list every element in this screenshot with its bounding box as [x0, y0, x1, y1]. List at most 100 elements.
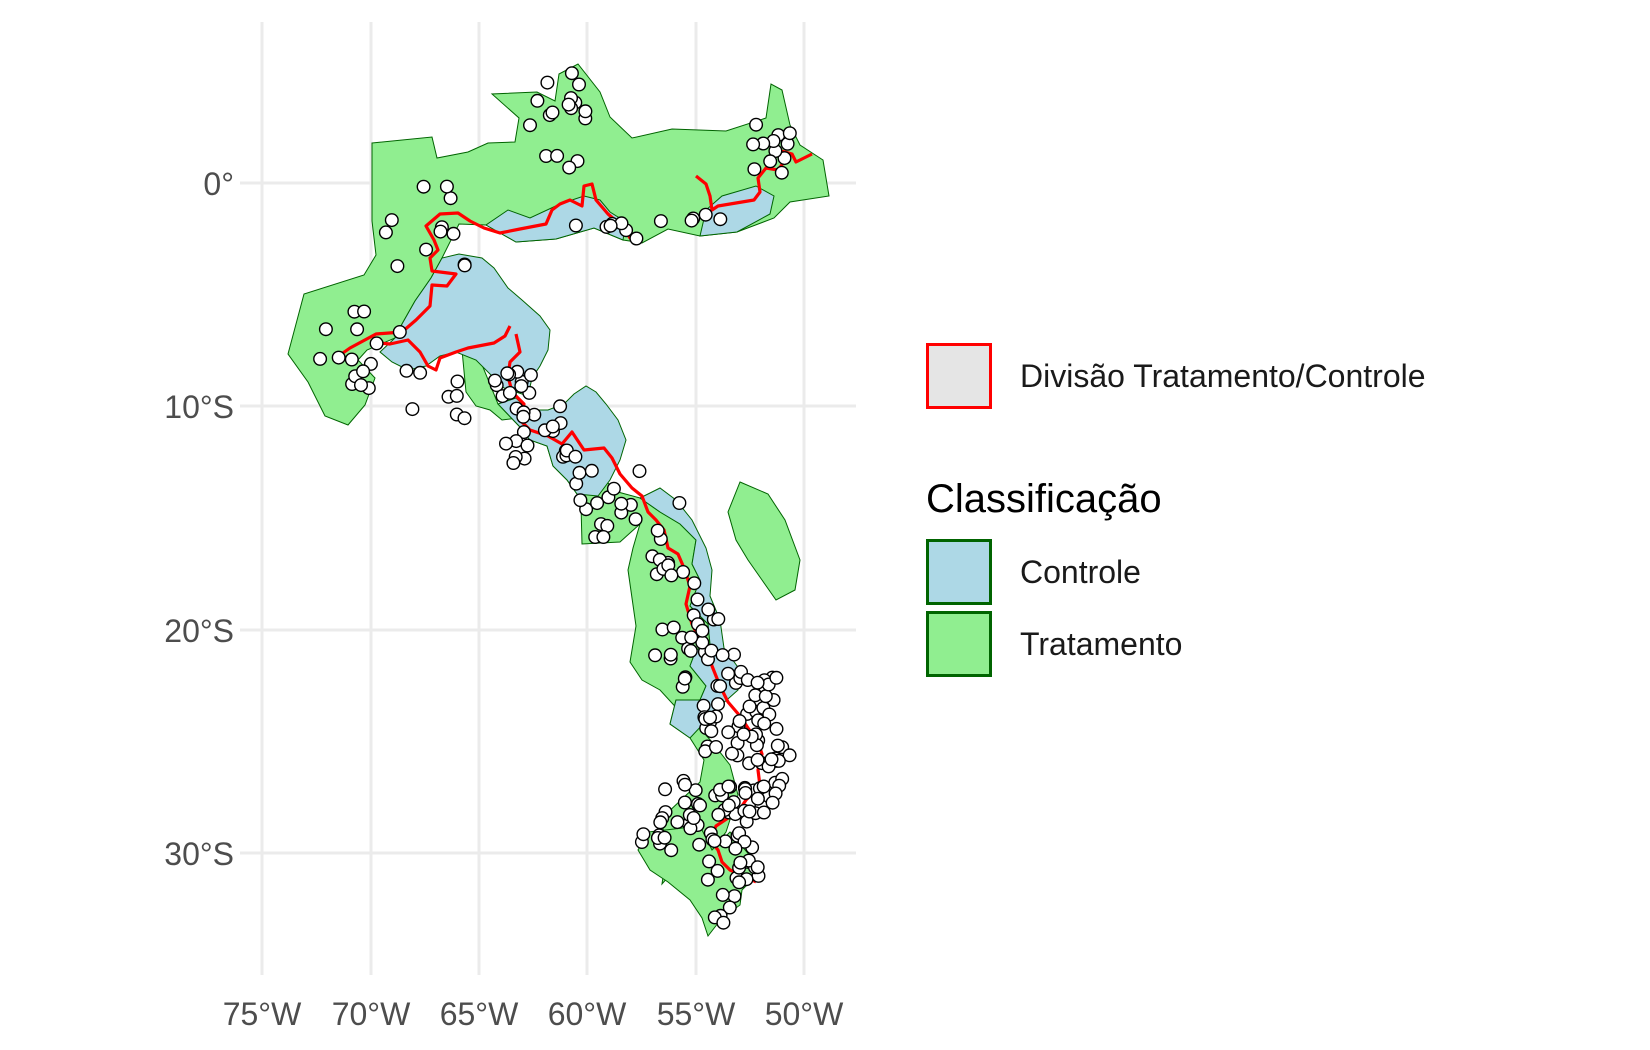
observation-point	[721, 666, 736, 681]
legend-key-division	[926, 343, 992, 409]
observation-point	[653, 815, 668, 830]
observation-point	[703, 710, 718, 725]
observation-point	[516, 425, 531, 440]
observation-point	[439, 179, 454, 194]
y-tick-label: 0°	[203, 166, 234, 202]
observation-point	[357, 304, 372, 319]
observation-point	[742, 804, 757, 819]
observation-point	[764, 752, 779, 767]
observation-point	[596, 530, 611, 545]
observation-point	[550, 148, 565, 163]
observation-point	[715, 887, 730, 902]
observation-point	[738, 786, 753, 801]
observation-point	[331, 350, 346, 365]
observation-point	[696, 698, 711, 713]
observation-point	[721, 798, 736, 813]
observation-point	[672, 496, 687, 511]
observation-point	[413, 365, 428, 380]
observation-point	[670, 815, 685, 830]
observation-point	[500, 366, 515, 381]
observation-point	[545, 419, 560, 434]
observation-point	[721, 725, 736, 740]
observation-point	[710, 863, 725, 878]
observation-point	[769, 670, 784, 685]
observation-point	[318, 322, 333, 337]
y-tick-label: 30°S	[164, 836, 234, 872]
observation-point	[683, 643, 698, 658]
legend-label-tratamento: Tratamento	[1020, 625, 1183, 662]
observation-point	[716, 915, 731, 930]
observation-point	[721, 779, 736, 794]
observation-point	[664, 843, 679, 858]
observation-point	[356, 364, 371, 379]
observation-point	[540, 75, 555, 90]
observation-point	[443, 191, 458, 206]
observation-point	[770, 738, 785, 753]
x-tick-label: 75°W	[223, 996, 302, 1032]
observation-point	[701, 602, 716, 617]
observation-point	[562, 160, 577, 175]
observation-point	[732, 714, 747, 729]
legend-item-division: Divisão Tratamento/Controle	[926, 340, 1626, 412]
observation-point	[686, 811, 701, 826]
observation-point	[711, 807, 726, 822]
observation-point	[650, 523, 665, 538]
observation-point	[774, 165, 789, 180]
observation-point	[584, 463, 599, 478]
x-tick-label: 60°W	[548, 996, 627, 1032]
observation-point	[733, 855, 748, 870]
observation-point	[736, 727, 751, 742]
legend-key-tratamento	[926, 611, 992, 677]
observation-point	[313, 351, 328, 366]
observation-point	[747, 162, 762, 177]
observation-point	[711, 697, 726, 712]
observation-point	[603, 218, 618, 233]
observation-point	[677, 671, 692, 686]
legend-key-controle	[926, 539, 992, 605]
legend: Divisão Tratamento/Controle Classificaçã…	[926, 340, 1626, 680]
observation-point	[713, 212, 728, 227]
observation-point	[564, 66, 579, 81]
observation-point	[700, 872, 715, 887]
observation-point	[769, 721, 784, 736]
observation-point	[711, 612, 726, 627]
observation-point	[350, 322, 365, 337]
observation-point	[782, 126, 797, 141]
observation-point	[676, 565, 691, 580]
observation-point	[737, 834, 752, 849]
y-axis-labels: 0° 10°S 20°S 30°S	[164, 166, 234, 872]
observation-point	[632, 464, 647, 479]
y-tick-label: 20°S	[164, 613, 234, 649]
observation-point	[782, 748, 797, 763]
observation-point	[688, 783, 703, 798]
observation-point	[677, 795, 692, 810]
observation-point	[378, 225, 393, 240]
observation-point	[520, 438, 535, 453]
observation-point	[514, 379, 529, 394]
y-tick-label: 10°S	[164, 389, 234, 425]
controle-west-central-region	[379, 253, 551, 397]
legend-title: Classificação	[926, 477, 1162, 521]
observation-point	[399, 363, 414, 378]
tratamento-east-region	[727, 481, 801, 601]
observation-point	[384, 213, 399, 228]
observation-point	[756, 779, 771, 794]
observation-point	[369, 336, 384, 351]
observation-point	[732, 875, 747, 890]
observation-point	[629, 231, 644, 246]
observation-point	[695, 623, 710, 638]
observation-point	[390, 259, 405, 274]
observation-point	[655, 622, 670, 637]
observation-point	[657, 830, 672, 845]
observation-point	[684, 213, 699, 228]
observation-point	[416, 179, 431, 194]
observation-point	[578, 104, 593, 119]
observation-point	[727, 647, 742, 662]
observation-point	[715, 648, 730, 663]
observation-point	[450, 374, 465, 389]
x-tick-label: 70°W	[332, 996, 411, 1032]
observation-point	[502, 385, 517, 400]
observation-point	[713, 679, 728, 694]
observation-point	[750, 675, 765, 690]
legend-label-controle: Controle	[1020, 553, 1141, 590]
